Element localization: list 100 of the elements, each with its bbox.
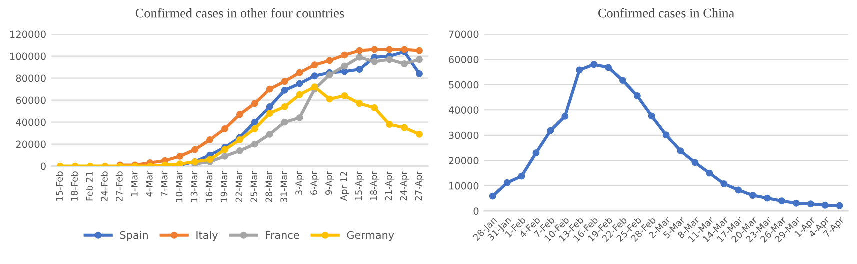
chart-title: Confirmed cases in other four countries	[136, 8, 344, 18]
x-tick-label: 27-Apr	[415, 171, 424, 201]
point	[371, 46, 378, 54]
point	[236, 111, 244, 118]
legend-label: Spain	[120, 231, 148, 242]
point	[281, 86, 288, 94]
point	[750, 192, 757, 200]
point	[720, 180, 728, 188]
point	[416, 130, 423, 138]
point	[341, 62, 348, 70]
point	[778, 198, 786, 205]
point	[281, 78, 288, 86]
point	[386, 46, 394, 54]
point	[386, 56, 394, 64]
point	[504, 179, 511, 186]
point	[266, 103, 274, 110]
y-tick-label: 30000	[449, 132, 479, 140]
y-tick-label: 50000	[449, 81, 479, 89]
point	[341, 52, 348, 59]
point	[222, 152, 228, 160]
point	[251, 125, 258, 132]
point	[356, 54, 364, 61]
y-tick-label: 120000	[10, 30, 46, 38]
x-tick-label: 18-Feb	[70, 172, 78, 201]
point	[326, 57, 334, 64]
point	[371, 104, 378, 112]
point	[706, 170, 714, 177]
point	[341, 68, 348, 76]
point	[266, 110, 274, 117]
point	[634, 92, 641, 100]
point	[356, 100, 364, 108]
point	[619, 77, 626, 84]
x-tick-label: 16-Mar	[206, 171, 213, 202]
y-tick-label: 10000	[449, 182, 479, 190]
point	[518, 172, 526, 180]
point	[692, 159, 699, 166]
point	[662, 132, 670, 139]
chart-title: Confirmed cases in China	[598, 8, 734, 18]
point	[735, 186, 742, 194]
point	[532, 150, 540, 157]
point	[547, 127, 554, 134]
legend-label: Germany	[347, 231, 394, 242]
point	[590, 61, 598, 68]
point	[401, 60, 408, 68]
point	[792, 200, 800, 207]
x-tick-label: 4-Mar	[146, 171, 153, 197]
x-tick-label: 22-Mar	[236, 171, 243, 202]
y-tick-label: 60000	[449, 56, 479, 64]
point	[356, 47, 364, 54]
point	[281, 103, 288, 110]
point	[401, 124, 408, 132]
x-tick-label: 6-Apr	[310, 171, 320, 195]
point	[648, 112, 656, 120]
y-tick-label: 70000	[449, 30, 479, 38]
point	[386, 121, 394, 128]
y-tick-label: 40000	[16, 118, 46, 126]
y-tick-label: 60000	[16, 96, 46, 104]
point	[836, 202, 844, 210]
y-tick-label: 100000	[10, 52, 46, 60]
y-tick-label: 0	[474, 208, 479, 216]
point	[356, 66, 364, 73]
point	[326, 96, 334, 103]
point	[251, 118, 258, 126]
point	[266, 130, 274, 138]
point	[281, 118, 288, 126]
point	[371, 58, 378, 66]
point	[416, 56, 423, 64]
y-tick-label: 20000	[449, 157, 479, 164]
point	[251, 140, 258, 148]
point	[576, 66, 584, 74]
x-tick-label: 15-Feb	[56, 172, 64, 201]
x-tick-label: 1-Mar	[131, 171, 138, 196]
x-tick-label: 10-Mar	[176, 171, 183, 202]
x-tick-label: 18-Apr	[370, 171, 379, 200]
point	[416, 70, 423, 78]
point	[822, 202, 829, 209]
x-tick-label: 31-Mar	[280, 171, 288, 202]
legend-label: Italy	[196, 231, 218, 242]
legend-label: France	[266, 231, 300, 240]
x-tick-label: 25-Mar	[250, 171, 258, 202]
x-tick-label: 24-Feb	[100, 172, 108, 202]
x-tick-label: 13-Mar	[190, 171, 198, 202]
x-tick-label: 7-Mar	[161, 171, 168, 196]
point	[311, 62, 318, 69]
y-tick-label: 0	[41, 162, 46, 170]
point	[296, 91, 304, 98]
point	[562, 112, 569, 120]
point	[416, 47, 423, 54]
point	[764, 194, 771, 202]
x-tick-label: Feb 21	[86, 172, 93, 201]
point	[311, 72, 318, 80]
point	[176, 152, 184, 160]
point	[341, 92, 348, 100]
x-tick-label: 19-Mar	[220, 171, 228, 202]
point	[489, 192, 496, 200]
point	[266, 86, 274, 93]
y-tick-label: 40000	[448, 106, 479, 114]
y-tick-label: 80000	[16, 74, 46, 82]
point	[296, 114, 304, 122]
point	[192, 146, 199, 154]
